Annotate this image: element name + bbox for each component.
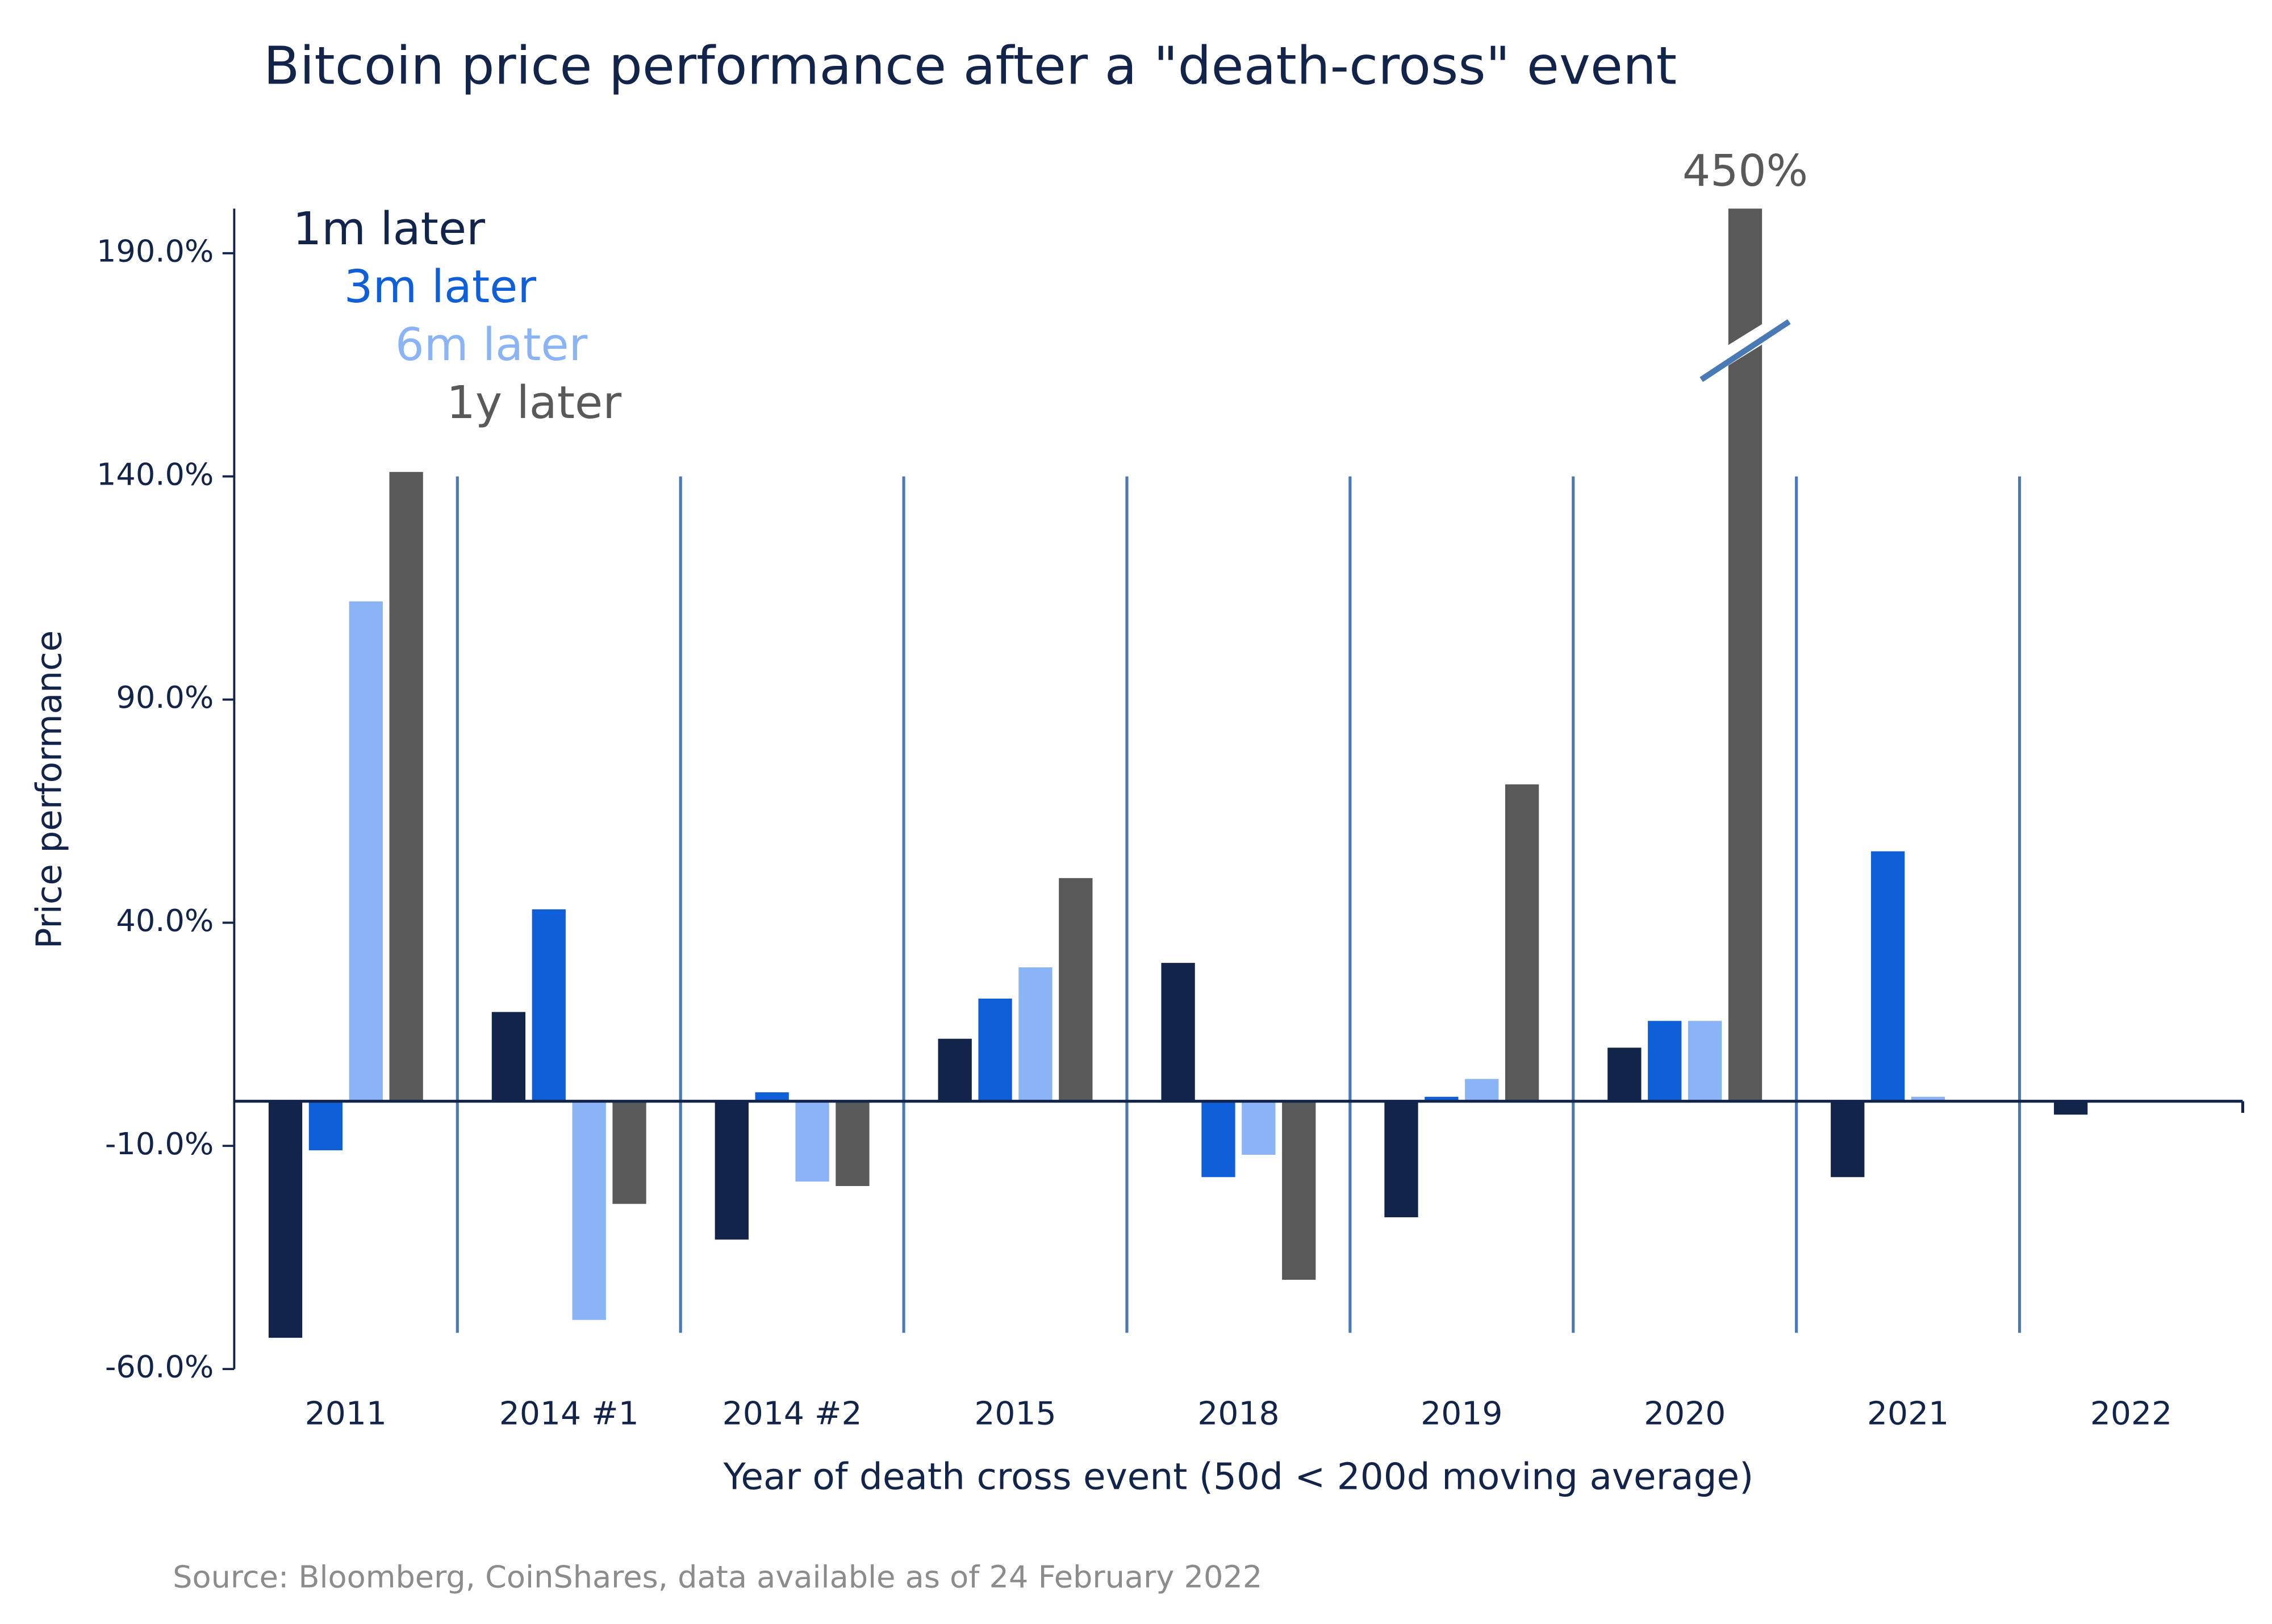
bar [572,1101,606,1320]
source-note: Source: Bloomberg, CoinShares, data avai… [173,1559,1262,1595]
bar [389,471,423,1101]
bar [836,1101,870,1186]
bar [1911,1096,1945,1101]
bar [308,1101,343,1151]
bar [1465,1079,1499,1101]
bar [268,1101,303,1338]
bar [491,1012,526,1101]
axis-break-gap [1693,308,1797,381]
axis-break [1699,319,1791,382]
bar [349,601,383,1101]
y-axis-label: Price performance [28,631,69,949]
bar [1059,878,1093,1101]
bars [268,208,2088,1338]
x-axis-label: Year of death cross event (50d < 200d mo… [723,1456,1754,1498]
bar [1505,784,1539,1101]
bar [2054,1101,2088,1115]
x-tick-label: 2021 [1867,1396,1949,1433]
y-tick-label: 40.0% [116,903,214,938]
bar [1282,1101,1316,1280]
bar [612,1101,646,1204]
x-tick-label: 2022 [2090,1396,2172,1433]
bar [978,998,1012,1101]
bar [1871,851,1905,1101]
bar [795,1101,829,1182]
x-tick-label: 2019 [1421,1396,1502,1433]
bar [1688,1021,1722,1101]
bar [1161,963,1195,1101]
legend-entry: 6m later [395,318,588,371]
y-tick-label: 90.0% [116,679,214,715]
x-tick-label: 2018 [1197,1396,1279,1433]
bar [755,1092,789,1101]
legend-entry: 3m later [344,260,537,313]
y-tick-label: 140.0% [97,457,214,492]
bar [1242,1101,1276,1155]
value-label: 450% [1682,146,1808,197]
x-tick-label: 2015 [974,1396,1056,1433]
bar [715,1101,749,1240]
bar [938,1038,972,1101]
y-tick-label: 190.0% [97,233,214,269]
bar [1648,1021,1682,1101]
bar [1607,1047,1642,1101]
x-tick-label: 2014 #1 [499,1396,639,1433]
bar [1018,967,1053,1101]
x-tick-label: 2020 [1644,1396,1726,1433]
chart-title: Bitcoin price performance after a "death… [264,35,1677,96]
bar [1384,1101,1418,1217]
legend-entry: 1y later [446,376,621,429]
bar [1425,1096,1459,1101]
y-tick-label: -10.0% [105,1126,214,1162]
bar [1831,1101,1865,1178]
y-tick-label: -60.0% [105,1349,214,1385]
legend-entry: 1m later [293,202,485,255]
bar [532,909,566,1101]
x-tick-label: 2014 #2 [722,1396,862,1433]
x-tick-label: 2011 [305,1396,387,1433]
bar [1201,1101,1235,1178]
